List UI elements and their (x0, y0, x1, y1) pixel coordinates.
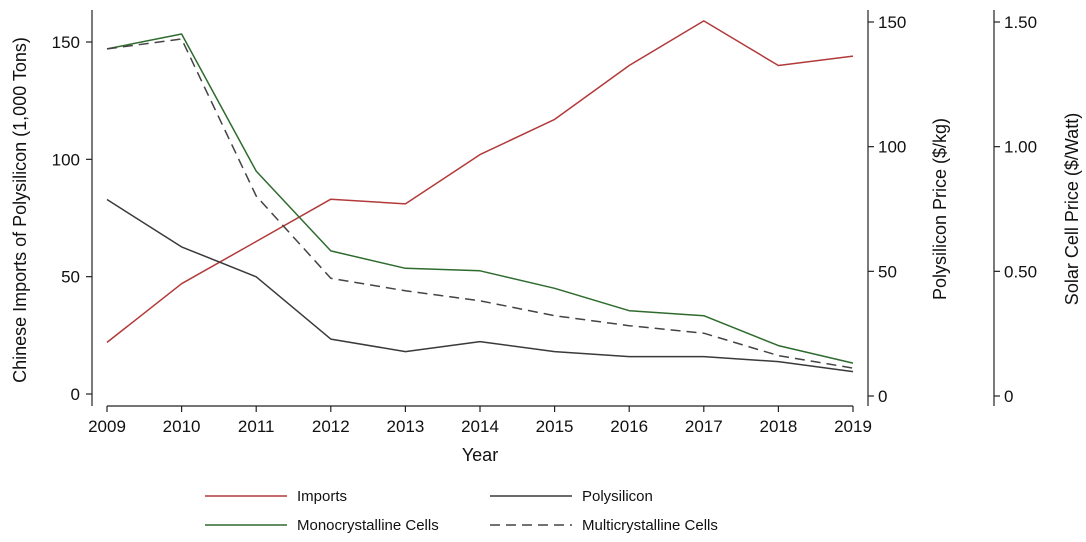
left-axis-tick-label: 0 (71, 385, 80, 404)
polysilicon-price-axis-title: Polysilicon Price ($/kg) (930, 118, 950, 300)
x-axis-tick-label: 2012 (312, 417, 350, 436)
legend-label-monocrystalline-cells: Monocrystalline Cells (297, 517, 439, 534)
series-line-polysilicon (106, 198, 854, 373)
legend-item-imports: Imports (205, 488, 347, 505)
x-axis-tick-label: 2013 (386, 417, 424, 436)
x-axis-tick-label: 2010 (163, 417, 201, 436)
x-axis-tick-label: 2009 (88, 417, 126, 436)
x-axis-tick-label: 2016 (610, 417, 648, 436)
legend-label-multicrystalline-cells: Multicrystalline Cells (582, 517, 718, 534)
legend-label-imports: Imports (297, 488, 347, 505)
series-line-imports (106, 20, 854, 343)
x-axis-tick-label: 2018 (759, 417, 797, 436)
left-axis-tick-label: 150 (52, 33, 80, 52)
series-layer (106, 20, 854, 373)
series-line-monocrystalline-cells (106, 33, 854, 364)
x-axis-title: Year (462, 445, 498, 465)
axes-layer: 0 50 100 150 Chinese Imports of Polysilicon … (10, 10, 1082, 465)
polysilicon-price-axis-tick-label: 0 (878, 387, 887, 406)
legend: Imports Polysilicon Monocrystalline Cells M… (205, 488, 718, 534)
solar-cell-price-axis-tick-label: 0 (1004, 387, 1013, 406)
left-axis-tick-label: 100 (52, 150, 80, 169)
solar-cell-price-axis-tick-label: 1.50 (1004, 13, 1037, 32)
legend-item-multicrystalline-cells: Multicrystalline Cells (490, 517, 718, 534)
x-axis-tick-label: 2011 (238, 417, 275, 436)
solar-cell-price-axis-tick-label: 1.00 (1004, 138, 1037, 157)
series-line-multicrystalline-cells (106, 38, 854, 369)
legend-item-polysilicon: Polysilicon (490, 488, 653, 505)
left-axis-tick-label: 50 (61, 268, 80, 287)
x-axis-tick-label: 2019 (834, 417, 872, 436)
legend-item-monocrystalline-cells: Monocrystalline Cells (205, 517, 439, 534)
legend-label-polysilicon: Polysilicon (582, 488, 653, 505)
left-axis-title: Chinese Imports of Polysilicon (1,000 To… (10, 37, 30, 383)
x-axis-tick-label: 2017 (685, 417, 723, 436)
polysilicon-price-axis-tick-label: 100 (878, 138, 906, 157)
x-axis-tick-label: 2014 (461, 417, 499, 436)
polysilicon-price-axis-tick-label: 50 (878, 262, 897, 281)
solar-cell-price-axis-title: Solar Cell Price ($/Watt) (1062, 113, 1082, 305)
solar-cell-price-axis-tick-label: 0.50 (1004, 262, 1037, 281)
polysilicon-price-axis-tick-label: 150 (878, 13, 906, 32)
x-axis-tick-label: 2015 (536, 417, 574, 436)
